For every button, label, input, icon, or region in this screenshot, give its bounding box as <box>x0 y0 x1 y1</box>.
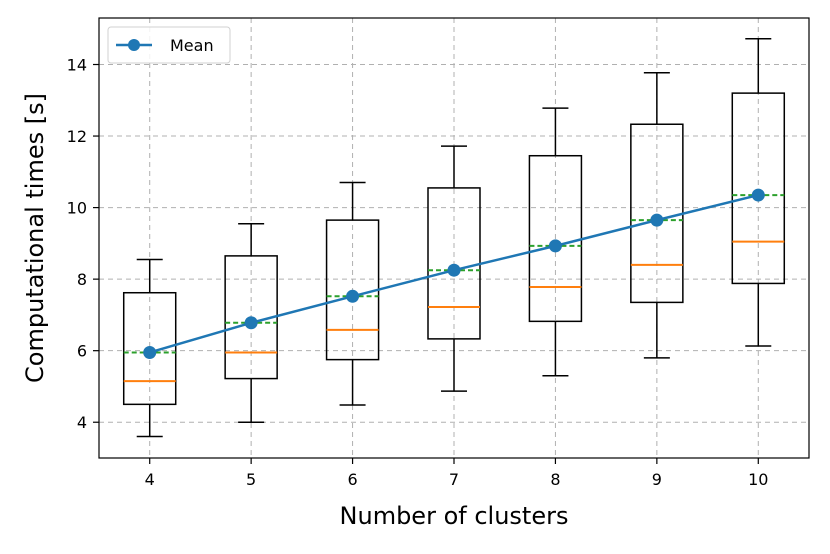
y-tick-label: 6 <box>77 342 87 361</box>
x-tick-label: 10 <box>748 470 768 489</box>
iqr-box <box>122 291 177 406</box>
y-tick-label: 8 <box>77 270 87 289</box>
mean-marker <box>548 239 562 253</box>
axes: 4 6 8 10 12 14 4 5 6 7 8 9 10 <box>67 56 769 489</box>
legend-frame <box>107 26 231 64</box>
mean-marker <box>650 213 664 227</box>
y-tick-label: 12 <box>67 127 87 146</box>
y-tick-label: 10 <box>67 199 87 218</box>
x-tick-label: 6 <box>347 470 357 489</box>
iqr-box <box>731 92 786 285</box>
iqr-box <box>630 123 684 304</box>
box-4 <box>122 258 177 438</box>
legend-label-mean: Mean <box>170 36 214 55</box>
y-tick-label: 4 <box>77 413 87 432</box>
y-axis-label: Computational times [s] <box>21 93 49 383</box>
mean-marker <box>751 188 765 202</box>
y-tick-label: 14 <box>67 56 87 75</box>
x-tick-label: 7 <box>449 470 459 489</box>
x-tick-label: 8 <box>550 470 560 489</box>
mean-series <box>143 188 765 359</box>
mean-marker <box>244 316 258 330</box>
mean-marker <box>447 263 461 277</box>
x-tick-label: 4 <box>145 470 155 489</box>
grid <box>99 18 809 458</box>
legend-mean-marker <box>128 39 140 51</box>
mean-marker <box>143 345 157 359</box>
x-axis-label: Number of clusters <box>340 502 569 530</box>
legend: Mean <box>107 26 231 64</box>
x-tick-label: 5 <box>246 470 256 489</box>
x-tick-label: 9 <box>652 470 662 489</box>
mean-marker <box>346 289 360 303</box>
